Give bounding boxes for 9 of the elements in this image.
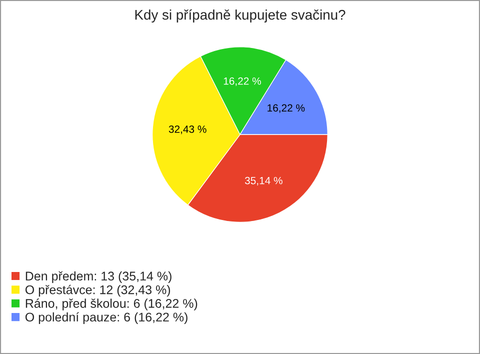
data-label: 32,43 %	[168, 125, 206, 134]
legend-label: O přestávce: 12 (32,43 %)	[25, 284, 170, 297]
data-label: 16,22 %	[224, 77, 261, 86]
legend-label: O polední pauze: 6 (16,22 %)	[25, 312, 188, 324]
data-label: 35,14 %	[244, 176, 282, 186]
data-label: 16,22 %	[268, 104, 305, 113]
legend-label: Den předem: 13 (35,14 %)	[26, 271, 172, 283]
chart-title: Kdy si případně kupujete svačinu?	[135, 9, 346, 22]
legend-label: Ráno, před školou: 6 (16,22 %)	[26, 298, 198, 310]
